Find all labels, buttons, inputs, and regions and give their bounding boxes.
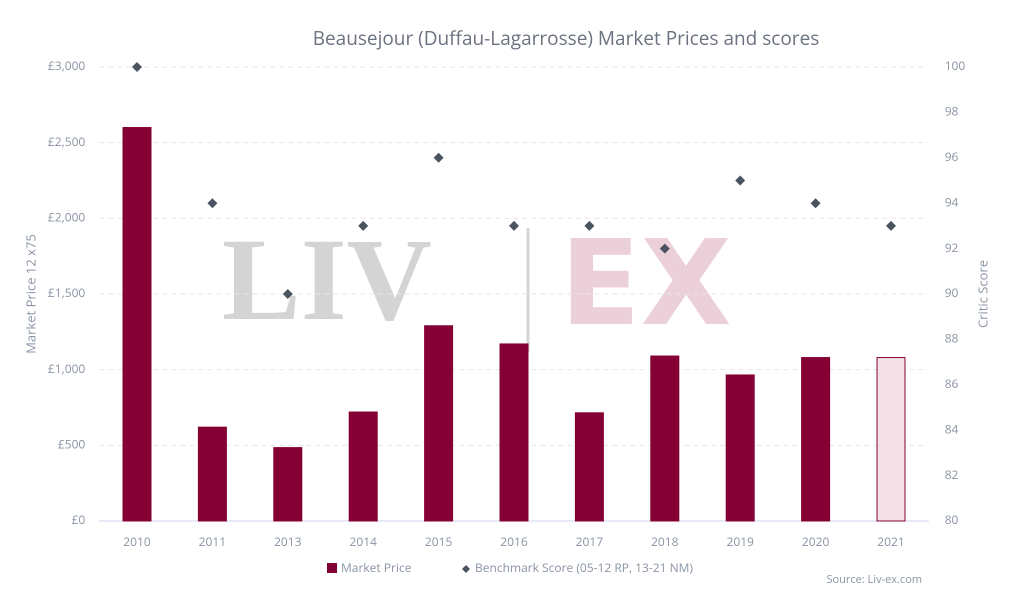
y2-tick-label: 84 <box>945 420 959 437</box>
bar <box>574 412 604 522</box>
bar <box>725 374 755 522</box>
bar <box>650 355 680 522</box>
legend-label: Benchmark Score (05-12 RP, 13-21 NM) <box>475 559 693 576</box>
y-tick-label: £1,000 <box>48 360 86 377</box>
score-marker <box>659 243 670 254</box>
bar <box>348 411 378 522</box>
bar <box>424 325 454 522</box>
x-tick-label: 2013 <box>274 533 302 550</box>
y2-tick-label: 94 <box>945 193 959 210</box>
y2-tick-label: 86 <box>945 375 959 392</box>
score-marker <box>735 175 746 186</box>
bar <box>801 357 831 522</box>
y2-tick-label: 82 <box>945 466 959 483</box>
y2-tick-label: 100 <box>945 57 966 74</box>
y-tick-label: £0 <box>72 511 86 528</box>
x-tick-label: 2017 <box>576 533 604 550</box>
y2-tick-label: 88 <box>945 330 959 347</box>
x-tick-label: 2010 <box>123 533 151 550</box>
score-marker <box>509 220 519 231</box>
watermark: EX <box>560 214 732 352</box>
y-tick-label: £500 <box>58 436 86 453</box>
x-tick-label: 2019 <box>726 533 754 550</box>
x-tick-label: 2018 <box>651 533 679 550</box>
score-marker <box>207 198 218 209</box>
bar <box>876 357 906 522</box>
y-axis-label: Market Price 12 x75 <box>21 234 39 354</box>
legend-swatch <box>462 565 470 573</box>
source: Source: Liv-ex.com <box>826 572 922 587</box>
y-tick-label: £1,500 <box>48 284 86 301</box>
watermark: LIV <box>222 214 432 345</box>
y2-tick-label: 98 <box>945 103 959 120</box>
x-tick-label: 2014 <box>349 533 377 550</box>
y-tick-label: £2,500 <box>48 133 86 150</box>
score-marker <box>358 220 369 231</box>
y2-tick-label: 92 <box>945 239 959 256</box>
bar <box>273 447 303 522</box>
legend-label: Market Price <box>341 559 412 576</box>
y-tick-label: £2,000 <box>48 209 86 226</box>
y2-tick-label: 90 <box>945 284 959 301</box>
y-tick-label: £3,000 <box>48 57 86 74</box>
y2-tick-label: 96 <box>945 148 959 165</box>
bar <box>499 343 529 522</box>
score-marker <box>132 62 142 72</box>
x-tick-label: 2020 <box>802 533 830 550</box>
score-marker <box>282 289 293 299</box>
legend-swatch <box>327 563 337 573</box>
x-tick-label: 2011 <box>199 533 226 550</box>
x-tick-label: 2015 <box>425 533 453 550</box>
x-tick-label: 2016 <box>500 533 528 550</box>
score-marker <box>886 220 896 231</box>
y2-axis-label: Critic Score <box>973 260 991 328</box>
chart-title: Beausejour (Duffau-Lagarrosse) Market Pr… <box>313 25 820 51</box>
score-marker <box>433 152 444 163</box>
x-tick-label: 2021 <box>877 533 904 550</box>
score-marker <box>810 198 821 209</box>
bar <box>122 127 152 522</box>
bar <box>197 426 227 522</box>
y2-tick-label: 80 <box>945 511 959 528</box>
score-marker <box>584 220 595 231</box>
